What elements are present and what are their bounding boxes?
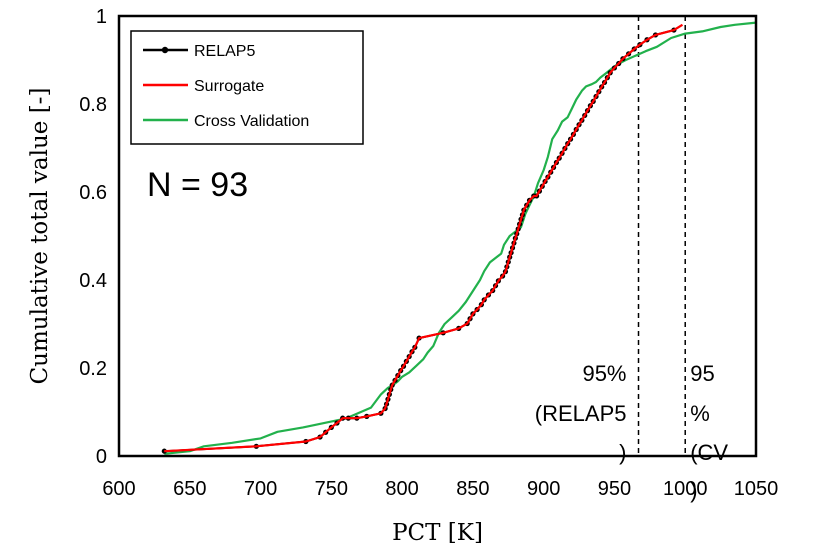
sample-size-label: N = 93: [147, 166, 248, 204]
y-tick-label: 0.6: [79, 182, 107, 204]
y-tick-label: 0: [96, 446, 107, 468]
x-tick-label: 750: [315, 478, 348, 500]
relap5-95-percent-label: 95% (RELAP5 ): [535, 361, 627, 465]
y-tick-label: 0.8: [79, 94, 107, 116]
y-tick-label: 1: [96, 6, 107, 28]
x-tick-label: 700: [244, 478, 277, 500]
plot-area-frame: [117, 14, 758, 458]
x-tick-label: 850: [456, 478, 489, 500]
relap5-95-line1: 95%: [582, 361, 626, 386]
x-tick-label: 800: [385, 478, 418, 500]
legend-label: RELAP5: [194, 43, 255, 60]
data-point: [161, 448, 167, 454]
x-tick-label: 1050: [734, 478, 779, 500]
x-tick-label: 1000: [663, 478, 708, 500]
legend-label: Surrogate: [194, 78, 264, 95]
relap5-95-line2: (RELAP5: [535, 401, 627, 426]
cv-95-line3: (CV: [690, 440, 728, 465]
legend: RELAP5 Surrogate Cross Validation: [130, 30, 364, 145]
relap5-95-line3: ): [619, 440, 626, 465]
legend-marker: [161, 46, 169, 54]
cv-95-line2: %: [690, 401, 710, 426]
x-axis-title: PCT [K]: [392, 520, 483, 546]
series-line-overlay: [164, 24, 683, 452]
cv-95-line1: 95: [690, 361, 714, 386]
x-tick-label: 600: [102, 478, 135, 500]
x-tick-label: 650: [173, 478, 206, 500]
y-tick-label: 0.4: [79, 270, 107, 292]
cv-95-line4: ): [690, 478, 697, 503]
x-tick-label: 950: [598, 478, 631, 500]
legend-label: Cross Validation: [194, 113, 309, 130]
x-tick-label: 900: [527, 478, 560, 500]
y-tick-label: 0.2: [79, 358, 107, 380]
cv-95-percent-label: 95 % (CV ): [690, 361, 728, 503]
y-axis-title: Cumulative total value [-]: [27, 88, 53, 385]
